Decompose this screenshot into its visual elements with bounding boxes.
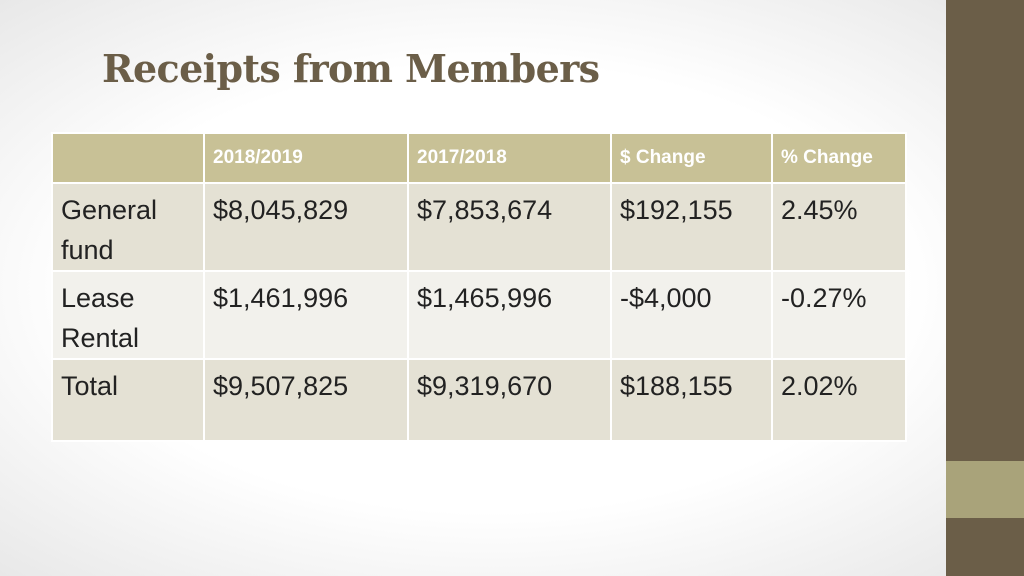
row-label-line1: Lease bbox=[61, 283, 135, 313]
cell-dollar-change: -$4,000 bbox=[610, 270, 773, 360]
row-label: General fund bbox=[51, 182, 205, 272]
cell-2017-2018: $7,853,674 bbox=[407, 182, 612, 272]
cell-2018-2019: $9,507,825 bbox=[203, 358, 409, 442]
header-cell-label bbox=[51, 132, 205, 184]
table-row: General fund $8,045,829 $7,853,674 $192,1… bbox=[51, 182, 907, 272]
table-row: Lease Rental $1,461,996 $1,465,996 -$4,00… bbox=[51, 270, 907, 360]
cell-2018-2019: $8,045,829 bbox=[203, 182, 409, 272]
row-label: Total bbox=[51, 358, 205, 442]
cell-percent-change: 2.45% bbox=[771, 182, 907, 272]
cell-2017-2018: $1,465,996 bbox=[407, 270, 612, 360]
row-label-line1: General bbox=[61, 195, 158, 225]
header-cell-2018-2019: 2018/2019 bbox=[203, 132, 409, 184]
cell-2017-2018: $9,319,670 bbox=[407, 358, 612, 442]
right-band-accent bbox=[946, 461, 1024, 518]
cell-percent-change: -0.27% bbox=[771, 270, 907, 360]
header-cell-2017-2018: 2017/2018 bbox=[407, 132, 612, 184]
header-cell-percent-change: % Change bbox=[771, 132, 907, 184]
row-label: Lease Rental bbox=[51, 270, 205, 360]
cell-percent-change: 2.02% bbox=[771, 358, 907, 442]
cell-dollar-change: $188,155 bbox=[610, 358, 773, 442]
row-label-line2: Rental bbox=[61, 323, 140, 353]
cell-2018-2019: $1,461,996 bbox=[203, 270, 409, 360]
cell-dollar-change: $192,155 bbox=[610, 182, 773, 272]
row-label-line1: Total bbox=[61, 371, 119, 401]
table-header-row: 2018/2019 2017/2018 $ Change % Change bbox=[51, 132, 907, 184]
slide-title: Receipts from Members bbox=[102, 46, 600, 91]
receipts-table: 2018/2019 2017/2018 $ Change % Change Ge… bbox=[51, 132, 907, 442]
table-row: Total $9,507,825 $9,319,670 $188,155 2.0… bbox=[51, 358, 907, 442]
header-cell-dollar-change: $ Change bbox=[610, 132, 773, 184]
row-label-line2: fund bbox=[61, 235, 114, 265]
